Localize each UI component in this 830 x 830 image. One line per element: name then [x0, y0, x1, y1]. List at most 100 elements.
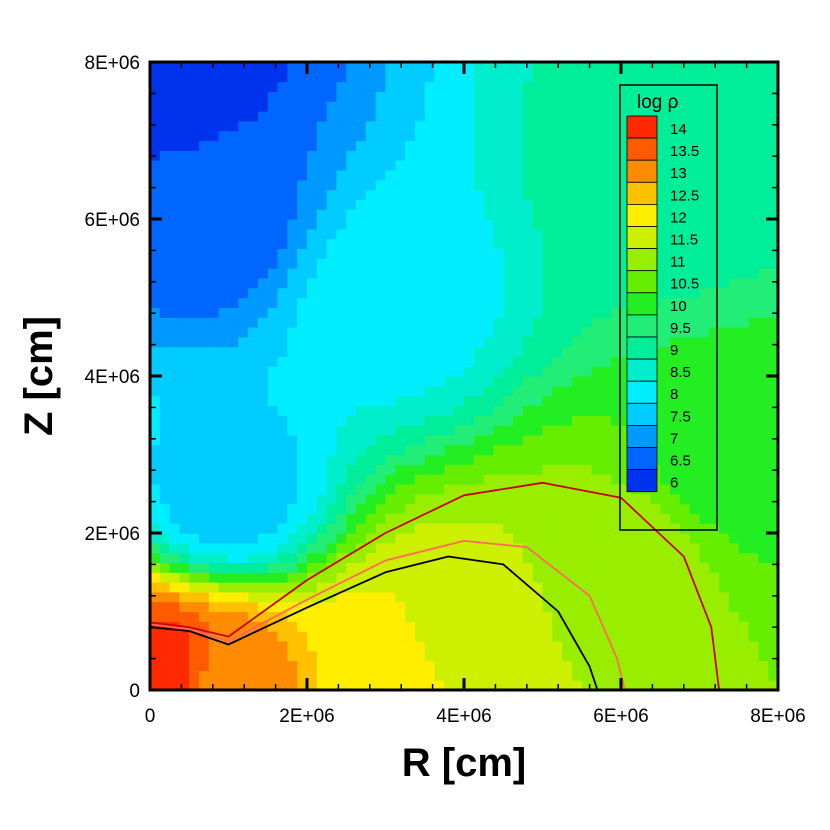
contour-cell	[287, 464, 298, 475]
contour-cell	[454, 366, 465, 377]
contour-cell	[473, 464, 485, 475]
contour-cell	[169, 189, 181, 200]
contour-cell	[581, 160, 593, 171]
contour-cell	[414, 454, 426, 465]
contour-cell	[179, 111, 190, 122]
contour-cell	[483, 454, 495, 465]
contour-cell	[346, 219, 357, 230]
contour-cell	[454, 111, 465, 122]
contour-cell	[611, 454, 622, 465]
contour-cell	[503, 376, 514, 387]
contour-cell	[562, 464, 573, 475]
contour-cell	[257, 650, 269, 662]
contour-cell	[307, 670, 318, 681]
contour-cell	[738, 268, 750, 279]
contour-cell	[679, 444, 691, 456]
contour-cell	[405, 533, 416, 544]
contour-cell	[768, 219, 778, 230]
contour-cell	[719, 91, 730, 102]
contour-cell	[660, 680, 671, 690]
contour-cell	[287, 160, 298, 171]
contour-cell	[670, 591, 681, 603]
contour-cell	[385, 336, 396, 348]
contour-cell	[434, 454, 445, 465]
contour-cell	[581, 621, 593, 632]
contour-cell	[218, 601, 230, 613]
contour-cell	[571, 228, 583, 240]
contour-cell	[758, 660, 769, 671]
contour-cell	[621, 71, 632, 83]
contour-cell	[267, 101, 279, 112]
contour-cell	[385, 395, 396, 407]
contour-cell	[238, 474, 249, 485]
contour-cell	[571, 160, 583, 171]
contour-cell	[307, 434, 318, 446]
contour-cell	[611, 101, 622, 112]
contour-cell	[257, 376, 269, 387]
contour-cell	[640, 503, 652, 514]
contour-cell	[640, 493, 652, 505]
contour-cell	[248, 503, 259, 514]
contour-cell	[748, 317, 759, 328]
contour-cell	[719, 464, 730, 475]
contour-cell	[630, 562, 642, 573]
contour-cell	[493, 552, 504, 564]
contour-cell	[150, 660, 161, 671]
contour-cell	[316, 631, 328, 642]
contour-cell	[444, 376, 455, 387]
contour-cell	[581, 71, 593, 83]
contour-cell	[571, 434, 583, 446]
contour-cell	[728, 483, 740, 495]
contour-cell	[199, 219, 210, 230]
contour-cell	[728, 219, 740, 230]
legend-label: 13.5	[670, 143, 699, 160]
contour-cell	[277, 150, 288, 161]
contour-cell	[326, 336, 338, 348]
contour-cell	[257, 483, 269, 495]
contour-cell	[424, 101, 436, 112]
contour-cell	[640, 601, 652, 613]
contour-cell	[640, 650, 652, 662]
contour-cell	[552, 169, 563, 181]
contour-cell	[375, 474, 387, 485]
contour-cell	[650, 523, 661, 534]
contour-cell	[385, 356, 396, 367]
contour-cell	[199, 62, 210, 73]
contour-cell	[414, 62, 426, 73]
contour-cell	[473, 238, 485, 250]
contour-cell	[464, 376, 475, 387]
contour-cell	[267, 611, 279, 622]
contour-cell	[159, 640, 171, 652]
contour-cell	[159, 91, 171, 102]
contour-cell	[758, 640, 769, 652]
contour-cell	[414, 631, 426, 642]
contour-cell	[169, 376, 181, 387]
contour-cell	[414, 130, 426, 142]
contour-cell	[385, 101, 396, 112]
contour-cell	[493, 248, 504, 259]
contour-cell	[189, 238, 200, 250]
contour-cell	[365, 376, 377, 387]
contour-cell	[307, 336, 318, 348]
contour-cell	[768, 199, 778, 210]
contour-cell	[414, 248, 426, 259]
contour-cell	[150, 601, 161, 613]
contour-cell	[356, 572, 367, 583]
contour-cell	[395, 385, 406, 397]
contour-cell	[287, 248, 298, 259]
contour-cell	[150, 199, 161, 210]
contour-cell	[768, 62, 778, 73]
contour-cell	[150, 542, 161, 554]
contour-cell	[660, 71, 671, 83]
contour-cell	[768, 258, 778, 269]
contour-cell	[385, 130, 396, 142]
contour-cell	[552, 307, 563, 318]
contour-cell	[424, 356, 436, 367]
contour-cell	[267, 297, 279, 308]
contour-cell	[336, 287, 347, 299]
contour-cell	[159, 562, 171, 573]
contour-cell	[591, 542, 602, 554]
contour-cell	[336, 101, 347, 112]
contour-cell	[552, 650, 563, 662]
contour-cell	[326, 572, 338, 583]
